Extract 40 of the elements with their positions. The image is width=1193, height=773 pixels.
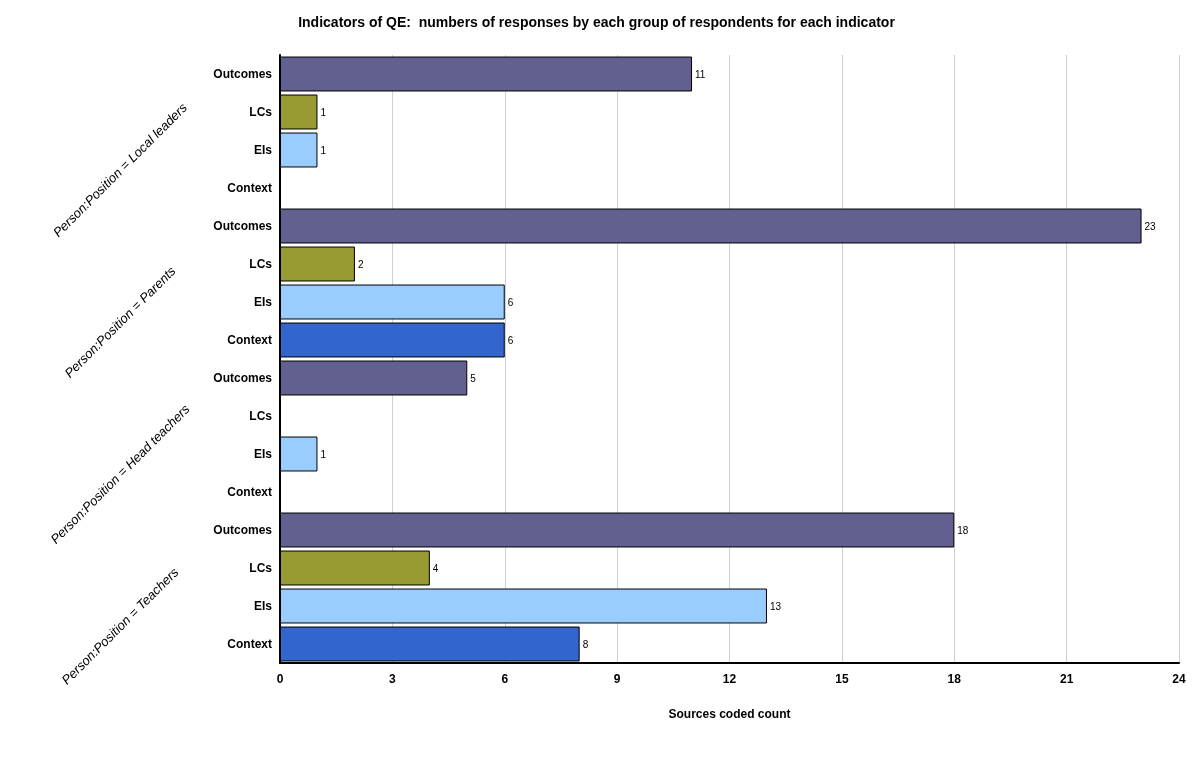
x-tick-label: 21 bbox=[1059, 672, 1074, 686]
y-tick-label: Context bbox=[227, 181, 272, 195]
y-tick-label: LCs bbox=[249, 105, 273, 119]
y-tick-label: Outcomes bbox=[213, 219, 273, 233]
x-tick-label: 18 bbox=[947, 672, 962, 686]
data-label: 1 bbox=[320, 144, 327, 156]
y-tick-label: Outcomes bbox=[213, 67, 273, 81]
data-label: 4 bbox=[432, 562, 439, 574]
data-label: 8 bbox=[582, 638, 589, 650]
y-tick-label: EIs bbox=[253, 143, 273, 157]
data-label: 1 bbox=[320, 448, 327, 460]
y-tick-label: Context bbox=[227, 485, 272, 499]
y-tick-label: EIs bbox=[253, 599, 273, 613]
x-tick-label: 0 bbox=[276, 672, 284, 686]
x-tick-label: 9 bbox=[613, 672, 621, 686]
x-tick-label: 24 bbox=[1172, 672, 1186, 686]
chart-title: Indicators of QE: numbers of responses by each group of respondents for each indicator bbox=[298, 14, 896, 30]
x-tick-label: 3 bbox=[389, 672, 397, 686]
data-label: 11 bbox=[695, 68, 706, 80]
y-tick-label: LCs bbox=[249, 561, 273, 575]
data-label: 1 bbox=[320, 106, 327, 118]
data-label: 6 bbox=[507, 296, 514, 308]
y-tick-label: LCs bbox=[249, 257, 273, 271]
y-tick-label: Outcomes bbox=[213, 523, 273, 537]
y-tick-label: EIs bbox=[253, 295, 273, 309]
y-tick-label: EIs bbox=[253, 447, 273, 461]
y-tick-label: Outcomes bbox=[213, 371, 273, 385]
x-axis-title: Sources coded count bbox=[668, 707, 791, 721]
data-label: 18 bbox=[957, 524, 969, 536]
data-label: 5 bbox=[470, 372, 477, 384]
y-tick-label: LCs bbox=[249, 409, 273, 423]
data-label: 23 bbox=[1144, 220, 1157, 232]
x-tick-label: 15 bbox=[835, 672, 849, 686]
x-tick-label: 6 bbox=[501, 672, 509, 686]
data-label: 6 bbox=[507, 334, 514, 346]
y-tick-label: Context bbox=[227, 637, 272, 651]
data-label: 13 bbox=[769, 600, 782, 612]
y-tick-label: Context bbox=[227, 333, 272, 347]
x-tick-label: 12 bbox=[722, 672, 737, 686]
data-label: 2 bbox=[357, 258, 364, 270]
